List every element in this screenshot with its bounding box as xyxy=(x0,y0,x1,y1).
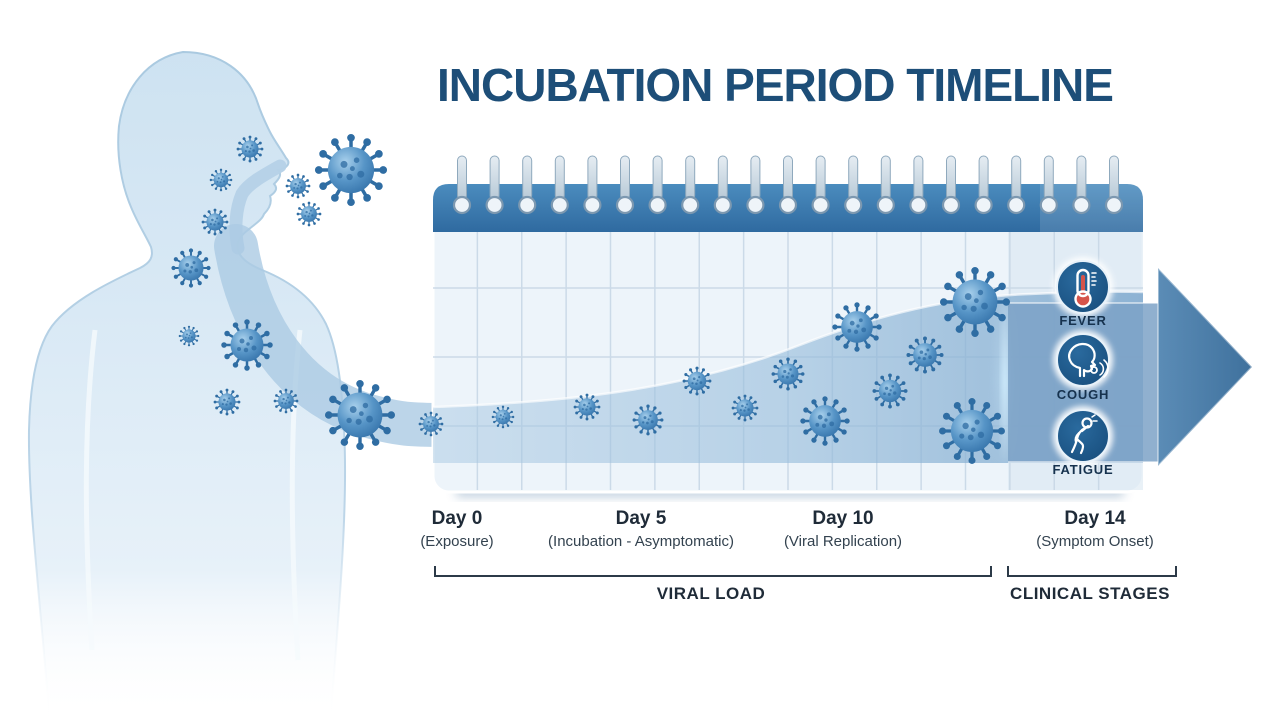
clinical-stages-bracket xyxy=(1007,566,1177,577)
cough-icon xyxy=(1053,330,1113,390)
day-label: Day 0 xyxy=(431,508,483,529)
binder-ring xyxy=(485,155,504,215)
binder-ring xyxy=(1104,155,1124,215)
binder-ring xyxy=(844,155,863,215)
binder-ring xyxy=(941,155,961,215)
virus-particle xyxy=(313,132,389,208)
thermometer-icon xyxy=(1074,268,1097,308)
day-marker-3: Day 14 (Symptom Onset) xyxy=(955,508,1235,550)
binder-ring xyxy=(909,155,928,215)
binder-ring xyxy=(452,155,472,215)
cough-label: COUGH xyxy=(1056,387,1110,402)
page-title: INCUBATION PERIOD TIMELINE xyxy=(437,59,1114,111)
day-marker-0: Day 0 (Exposure) xyxy=(317,508,597,550)
binder-ring xyxy=(713,155,732,215)
day-label: Day 5 xyxy=(615,508,667,529)
day-sublabel: (Viral Replication) xyxy=(783,533,903,550)
day-marker-2: Day 10 (Viral Replication) xyxy=(703,508,983,550)
phase-label-clinical-stages: CLINICAL STAGES xyxy=(1010,584,1170,603)
arm-crease-left xyxy=(83,329,98,651)
fever-label: FEVER xyxy=(1059,313,1107,328)
fatigue-label: FATIGUE xyxy=(1052,462,1114,477)
binder-ring xyxy=(1072,155,1091,215)
fatigue-icon xyxy=(1053,406,1113,466)
spiral-binding xyxy=(452,155,1124,215)
day-sublabel: (Incubation - Asymptomatic) xyxy=(548,533,734,550)
binder-ring xyxy=(550,155,569,215)
binder-ring xyxy=(876,155,895,215)
viral-load-bracket xyxy=(434,566,992,577)
arrow-head xyxy=(1157,265,1254,469)
binder-ring xyxy=(746,155,765,215)
binder-ring xyxy=(778,155,798,215)
day-sublabel: (Exposure) xyxy=(420,533,494,550)
binder-ring xyxy=(974,155,993,215)
virus-particle xyxy=(285,173,311,199)
fatigued-person-icon xyxy=(1070,414,1098,455)
phase-label-viral-load: VIRAL LOAD xyxy=(656,584,766,603)
fever-icon xyxy=(1053,257,1113,317)
binder-ring xyxy=(1007,155,1026,215)
day-marker-1: Day 5 (Incubation - Asymptomatic) xyxy=(501,508,781,550)
day-label: Day 14 xyxy=(1064,508,1126,529)
binder-ring xyxy=(1039,155,1058,215)
binder-ring xyxy=(518,155,537,215)
binder-ring xyxy=(681,155,700,215)
coughing-person-icon xyxy=(1068,342,1109,378)
virus-particle xyxy=(296,201,322,227)
day-label: Day 10 xyxy=(812,508,874,529)
binder-ring xyxy=(583,155,602,215)
binder-ring xyxy=(648,155,667,215)
day-sublabel: (Symptom Onset) xyxy=(1036,533,1154,550)
binder-ring xyxy=(615,155,635,215)
binder-ring xyxy=(811,155,830,215)
